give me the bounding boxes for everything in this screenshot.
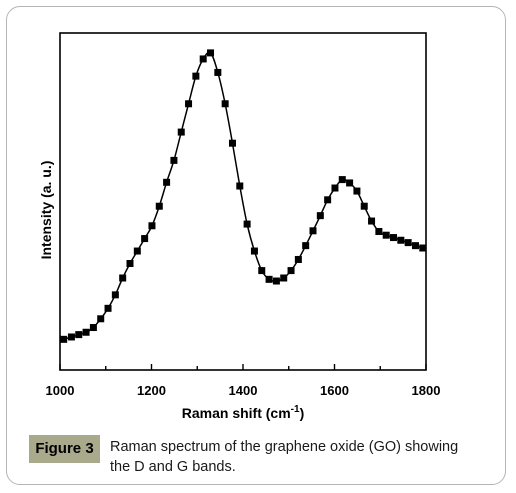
data-point xyxy=(221,100,229,108)
tick-marks xyxy=(59,364,427,370)
data-point xyxy=(228,139,236,147)
x-axis-label: Raman shift (cm-1) xyxy=(182,404,305,421)
data-point xyxy=(265,275,273,283)
data-point xyxy=(360,202,368,210)
data-point xyxy=(250,247,258,255)
data-point xyxy=(133,247,141,255)
data-point xyxy=(302,242,310,250)
data-point xyxy=(89,324,97,332)
data-point xyxy=(346,179,354,187)
x-tick-label: 1200 xyxy=(137,383,166,398)
data-point xyxy=(316,212,324,220)
y-axis-label: Intensity (a. u.) xyxy=(38,161,54,260)
data-point xyxy=(199,55,207,63)
data-point xyxy=(148,222,156,230)
figure-caption-tag: Figure 3 xyxy=(29,435,100,463)
data-point xyxy=(419,244,427,252)
data-point xyxy=(338,176,346,184)
data-point xyxy=(75,331,83,339)
data-point xyxy=(236,182,244,190)
data-point xyxy=(382,231,390,239)
x-tick-label: 1000 xyxy=(46,383,75,398)
data-point xyxy=(185,100,193,108)
data-point xyxy=(287,267,295,275)
data-point xyxy=(104,304,112,312)
data-markers xyxy=(60,49,427,343)
data-point xyxy=(331,184,339,192)
data-point xyxy=(368,217,376,225)
data-point xyxy=(67,333,75,341)
data-point xyxy=(243,220,251,228)
data-point xyxy=(82,328,90,336)
data-point xyxy=(192,72,200,80)
data-point xyxy=(390,234,398,242)
tick-labels: 1000 1200 1400 1600 1800 xyxy=(46,383,441,398)
data-point xyxy=(214,68,222,76)
x-tick-label: 1600 xyxy=(320,383,349,398)
data-point xyxy=(309,227,317,235)
data-point xyxy=(411,242,419,250)
data-point xyxy=(294,255,302,263)
data-point xyxy=(119,274,127,282)
data-point xyxy=(141,235,149,243)
x-tick-label: 1800 xyxy=(412,383,441,398)
data-point xyxy=(207,49,215,57)
data-point xyxy=(60,335,68,343)
caption-line-2: the D and G bands. xyxy=(110,459,236,475)
x-tick-label: 1400 xyxy=(229,383,258,398)
data-point xyxy=(163,178,171,186)
data-point xyxy=(404,239,412,247)
data-point xyxy=(324,196,332,204)
data-point xyxy=(111,291,119,299)
data-point xyxy=(170,156,178,164)
caption-line-1: Raman spectrum of the graphene oxide (GO… xyxy=(110,439,459,455)
data-point xyxy=(155,202,163,210)
data-point xyxy=(397,236,405,244)
data-point xyxy=(353,187,361,195)
figure-caption-text: Raman spectrum of the graphene oxide (GO… xyxy=(110,437,500,477)
data-point xyxy=(97,315,105,323)
data-point xyxy=(280,274,288,282)
data-point xyxy=(258,267,266,275)
data-point xyxy=(126,260,134,268)
data-point xyxy=(177,128,185,136)
data-point xyxy=(375,227,383,235)
data-point xyxy=(272,277,280,285)
